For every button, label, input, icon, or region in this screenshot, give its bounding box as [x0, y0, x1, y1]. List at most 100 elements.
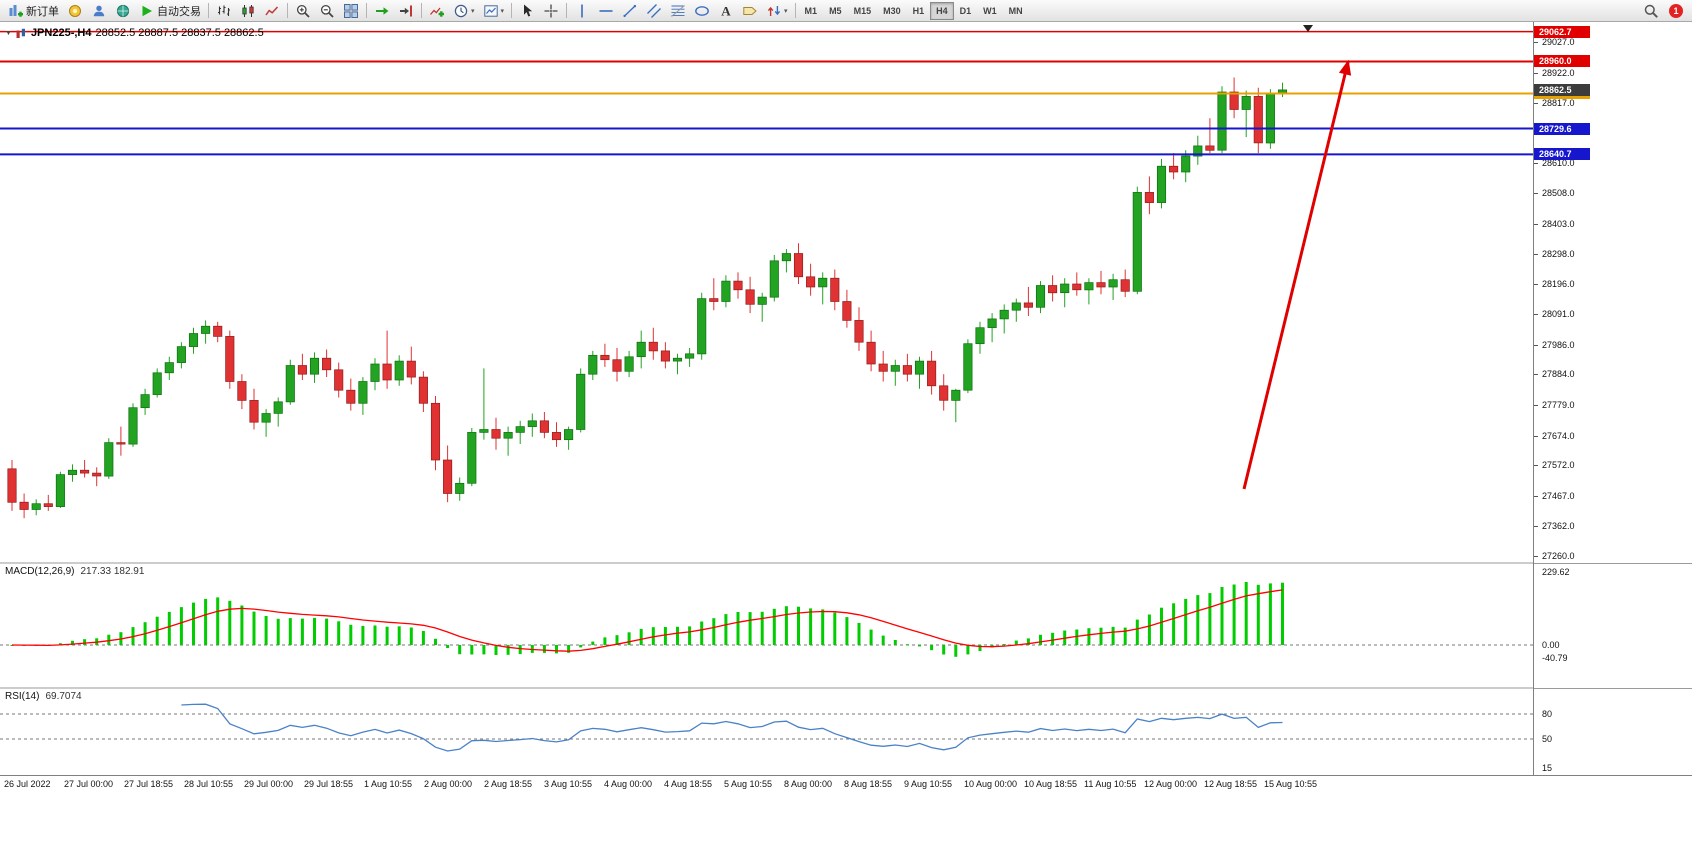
- crosshair-button[interactable]: [539, 1, 563, 21]
- price-tick-label: 27986.0: [1542, 339, 1575, 350]
- candle: [479, 429, 489, 433]
- time-axis[interactable]: 26 Jul 2022 27 Jul 00:00 27 Jul 18:55 28 Ju…: [0, 775, 1692, 794]
- candle: [188, 333, 199, 347]
- candle: [793, 253, 804, 278]
- candle: [612, 359, 622, 372]
- label-button[interactable]: [738, 1, 762, 21]
- candle: [491, 429, 501, 439]
- current-price-badge: 28862.5: [1534, 84, 1590, 96]
- vertical-line-button[interactable]: [570, 1, 594, 21]
- candle: [104, 442, 114, 477]
- rsi-scale-label: 50: [1542, 734, 1553, 744]
- price-tick-label: 28817.0: [1542, 98, 1575, 109]
- candle: [140, 394, 150, 409]
- candle: [249, 400, 259, 423]
- fibonacci-button[interactable]: [666, 1, 690, 21]
- candle: [358, 381, 368, 404]
- timeframe-H1[interactable]: H1: [907, 2, 931, 20]
- candle: [672, 357, 683, 362]
- candlestick-series: [7, 77, 1288, 519]
- candle: [1241, 96, 1251, 110]
- price-tick-mark: [1534, 405, 1538, 406]
- label-icon: [743, 6, 757, 15]
- candle: [866, 341, 876, 365]
- linechart-icon: [265, 5, 279, 15]
- community-button[interactable]: [87, 1, 111, 21]
- candle: [92, 472, 102, 477]
- indicators-button[interactable]: [425, 1, 449, 21]
- candle: [1229, 91, 1239, 110]
- chart-workspace: ▼ JPN225-,H4 28852.5 28887.5 28837.5 288…: [0, 22, 1692, 844]
- time-label: 8 Aug 00:00: [784, 779, 833, 789]
- candlestick-chart-button[interactable]: [236, 1, 260, 21]
- metaeditor-button[interactable]: [63, 1, 87, 21]
- search-button[interactable]: [1639, 1, 1663, 21]
- autotrading-button[interactable]: 自动交易: [135, 1, 205, 21]
- time-label: 9 Aug 10:55: [904, 779, 953, 789]
- candle: [600, 354, 610, 361]
- candle: [19, 501, 29, 510]
- candle: [1169, 165, 1179, 173]
- cursor-button[interactable]: [515, 1, 539, 21]
- candle: [624, 356, 634, 372]
- text-button[interactable]: A: [714, 1, 738, 21]
- candle: [987, 318, 997, 328]
- timeframe-M30[interactable]: M30: [877, 2, 907, 20]
- bars-icon: [218, 5, 230, 16]
- time-label: 12 Aug 00:00: [1144, 779, 1198, 789]
- candle: [745, 289, 755, 305]
- tile-windows-button[interactable]: [339, 1, 363, 21]
- candle: [588, 354, 598, 375]
- price-tick-mark: [1534, 496, 1538, 497]
- notification-badge[interactable]: 1: [1669, 3, 1683, 18]
- zoom-out-button[interactable]: [315, 1, 339, 21]
- chart-shift-button[interactable]: [394, 1, 418, 21]
- price-tick-label: 28403.0: [1542, 218, 1575, 229]
- auto-scroll-button[interactable]: [370, 1, 394, 21]
- chart-area[interactable]: [0, 22, 1533, 775]
- bar-chart-button[interactable]: [212, 1, 236, 21]
- horizontal-line-button[interactable]: [594, 1, 618, 21]
- trend-arrow[interactable]: [1242, 59, 1352, 490]
- timeframe-H4[interactable]: H4: [930, 1, 954, 20]
- price-tick-label: 27467.0: [1542, 490, 1575, 501]
- macd-name-label: MACD(12,26,9): [5, 566, 75, 577]
- price-tick-label: 28298.0: [1542, 249, 1575, 260]
- macd-histogram: [10, 582, 1284, 657]
- market-button[interactable]: [111, 1, 135, 21]
- periods-button[interactable]: ▾: [449, 1, 479, 21]
- toolbar-separator: [794, 3, 796, 18]
- candle: [1265, 93, 1275, 144]
- timeframe-M1[interactable]: M1: [799, 2, 824, 20]
- template-icon: [483, 4, 498, 17]
- time-label: 4 Aug 18:55: [664, 779, 713, 789]
- shapes-button[interactable]: [690, 1, 714, 21]
- candle: [176, 346, 186, 363]
- candle: [394, 360, 404, 381]
- new-order-button[interactable]: 新订单: [4, 1, 63, 21]
- timeframe-M5[interactable]: M5: [823, 2, 848, 20]
- rsi-scale-label: 15: [1542, 763, 1553, 773]
- person-icon: [93, 5, 105, 16]
- arrows-button[interactable]: ▾: [762, 1, 792, 21]
- timeframe-MN[interactable]: MN: [1003, 2, 1029, 20]
- collapse-triangle-icon[interactable]: ▼: [5, 29, 12, 37]
- price-tick-label: 29027.0: [1542, 37, 1575, 47]
- candle: [539, 420, 549, 433]
- globe-icon: [116, 4, 130, 17]
- candle: [261, 413, 271, 423]
- timeframe-M15[interactable]: M15: [848, 2, 878, 20]
- zoom-in-button[interactable]: [291, 1, 315, 21]
- toolbar-separator: [208, 3, 209, 18]
- timeframe-W1[interactable]: W1: [977, 2, 1003, 20]
- time-label: 15 Aug 10:55: [1264, 779, 1318, 789]
- channel-button[interactable]: [642, 1, 666, 21]
- templates-button[interactable]: ▾: [479, 1, 509, 21]
- price-tick-label: 27779.0: [1542, 400, 1575, 411]
- price-tick-label: 27362.0: [1542, 521, 1575, 532]
- line-chart-button[interactable]: [260, 1, 284, 21]
- trendline-button[interactable]: [618, 1, 642, 21]
- shapes-icon: [695, 5, 709, 16]
- price-scale[interactable]: 29027.0 28922.0 28817.0 28610.0 28508.0 28403…: [1533, 22, 1692, 775]
- timeframe-D1[interactable]: D1: [954, 2, 978, 20]
